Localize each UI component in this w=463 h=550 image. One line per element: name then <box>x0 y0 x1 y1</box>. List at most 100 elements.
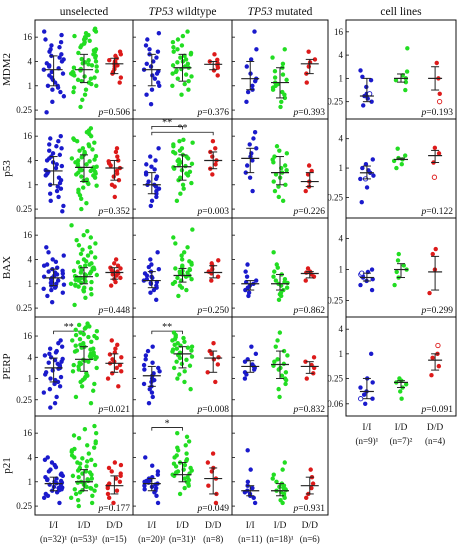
data-point <box>174 346 180 351</box>
data-point <box>54 348 59 354</box>
data-point <box>213 379 218 385</box>
data-point <box>117 49 123 54</box>
data-point <box>156 80 161 85</box>
panel-PERP-TP53-mutated: p=0.832 <box>231 316 329 417</box>
data-point <box>44 61 50 66</box>
data-point <box>45 293 50 299</box>
data-point <box>93 483 99 488</box>
data-point <box>303 359 308 364</box>
data-point <box>148 101 154 107</box>
data-point <box>369 99 374 104</box>
panel-p21-TP53-mutated: p=0.931 <box>231 415 329 516</box>
y-tick-label: 0.25 <box>327 373 343 383</box>
data-point <box>142 271 148 276</box>
data-point <box>361 392 367 397</box>
data-point <box>149 198 155 204</box>
x-category-label: I/I <box>362 423 371 433</box>
data-point <box>85 229 90 234</box>
data-point <box>88 286 94 292</box>
x-category-label: I/I <box>147 521 156 531</box>
data-point <box>87 159 92 164</box>
data-point <box>152 76 158 81</box>
data-point <box>270 55 275 60</box>
data-point <box>180 33 186 39</box>
data-point <box>278 104 283 110</box>
data-point <box>364 84 369 90</box>
data-point <box>118 275 123 281</box>
data-point <box>81 341 86 346</box>
data-point <box>249 344 254 349</box>
data-point <box>82 263 88 268</box>
data-point <box>141 381 147 387</box>
data-point <box>210 154 215 159</box>
data-point <box>58 338 63 343</box>
data-point <box>92 26 98 31</box>
data-point <box>94 272 100 278</box>
x-category-count: (n=20)¹ <box>138 534 166 544</box>
data-point <box>210 172 215 177</box>
data-point <box>170 63 176 68</box>
data-point <box>105 376 111 381</box>
data-point <box>54 281 59 286</box>
data-point <box>304 80 309 85</box>
data-point <box>312 57 318 62</box>
panel-MDM2-unselected: 0.25 1 4 16 p=0.506 <box>16 19 134 120</box>
data-point <box>84 177 90 182</box>
data-point <box>305 266 311 271</box>
data-point <box>395 258 401 263</box>
data-point <box>284 151 290 156</box>
data-point <box>94 64 99 69</box>
data-point <box>68 281 74 286</box>
data-point <box>55 83 60 88</box>
data-point <box>283 370 289 375</box>
group-title-text: wildtype <box>173 6 216 18</box>
data-point <box>55 278 61 283</box>
x-category-count: (n=32)¹ <box>40 534 68 544</box>
p-value-label: p=0.250 <box>197 306 230 316</box>
data-point <box>47 73 52 78</box>
data-point <box>215 73 220 78</box>
x-category-count: (n=4) <box>425 436 445 446</box>
data-point <box>254 146 259 151</box>
data-point <box>178 191 183 196</box>
data-point <box>154 55 159 60</box>
panel-MDM2-cell-lines: 0.25 1 4 16 p=0.193 <box>327 19 457 120</box>
data-point <box>92 381 97 387</box>
group-title-text: mutated <box>273 6 313 18</box>
data-point <box>61 94 67 99</box>
data-point <box>189 276 194 282</box>
y-tick-label: 1 <box>28 81 33 91</box>
data-point <box>189 348 194 353</box>
data-point <box>305 172 311 177</box>
data-point <box>187 363 193 368</box>
data-point <box>361 103 366 108</box>
data-point <box>52 381 57 387</box>
data-point <box>179 146 185 151</box>
data-point <box>276 386 281 392</box>
panel-PERP-TP53-wildtype: ** p=0.008 <box>132 316 233 417</box>
data-point <box>306 163 312 168</box>
data-point <box>142 367 147 372</box>
data-point <box>150 394 155 400</box>
data-point <box>216 355 221 360</box>
data-point <box>145 37 150 42</box>
data-point <box>280 89 285 95</box>
data-point <box>310 481 316 486</box>
data-point <box>171 45 176 50</box>
data-point <box>73 327 78 333</box>
data-point <box>185 345 191 350</box>
data-point <box>177 139 182 144</box>
data-point <box>92 75 97 80</box>
data-point <box>92 488 97 493</box>
data-point <box>69 156 75 161</box>
data-point <box>279 99 284 105</box>
data-point <box>211 68 217 73</box>
data-point <box>190 227 195 232</box>
x-category-label: D/D <box>302 521 319 531</box>
group-title: unselected <box>60 6 109 18</box>
panel-frame <box>231 415 329 516</box>
p-symbol: p <box>98 405 104 415</box>
data-point <box>86 451 92 456</box>
y-tick-label: 0.25 <box>327 296 343 306</box>
p-value: =0.008 <box>202 405 229 415</box>
